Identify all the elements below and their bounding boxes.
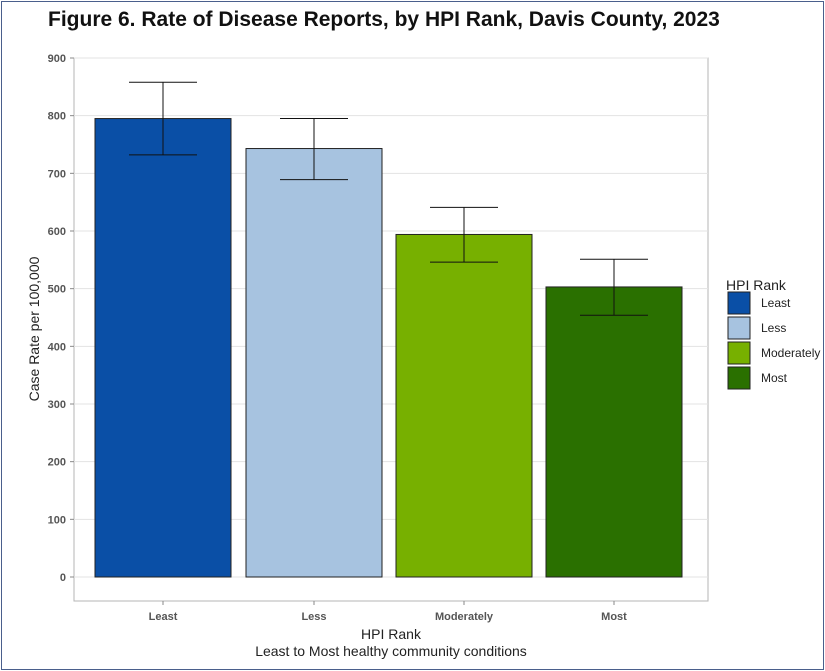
- legend-title: HPI Rank: [726, 277, 787, 293]
- y-tick-label-300: 300: [48, 399, 66, 411]
- x-tick-label-least: Least: [149, 611, 178, 623]
- legend-swatch-less: [727, 316, 751, 340]
- legend: HPI Rank Least Less Moderately Most: [726, 277, 820, 390]
- bar-most: [545, 286, 683, 578]
- y-tick-label-200: 200: [48, 457, 66, 469]
- y-axis-title: Case Rate per 100,000: [26, 256, 42, 401]
- bar-least: [94, 118, 232, 578]
- y-tick-label-900: 900: [48, 53, 66, 65]
- x-axis-subtitle: Least to Most healthy community conditio…: [255, 643, 527, 659]
- x-tick-label-most: Most: [601, 611, 627, 623]
- bars: [94, 118, 683, 578]
- y-tick-label-0: 0: [60, 572, 66, 584]
- y-tick-label-400: 400: [48, 341, 66, 353]
- legend-label-moderately: Moderately: [761, 346, 820, 360]
- x-tick-labels: Least Less Moderately Most: [149, 601, 627, 623]
- y-tick-label-800: 800: [48, 111, 66, 123]
- chart-title: Figure 6. Rate of Disease Reports, by HP…: [48, 8, 720, 31]
- legend-label-less: Less: [761, 321, 786, 335]
- x-tick-label-less: Less: [301, 611, 326, 623]
- legend-label-most: Most: [761, 371, 788, 385]
- y-tick-label-700: 700: [48, 168, 66, 180]
- x-tick-label-moderately: Moderately: [435, 611, 494, 623]
- y-tick-label-500: 500: [48, 284, 66, 296]
- x-axis-title: HPI Rank: [361, 626, 422, 642]
- legend-swatch-moderately: [727, 341, 751, 365]
- legend-label-least: Least: [761, 296, 791, 310]
- y-tick-label-100: 100: [48, 514, 66, 526]
- bar-moderately: [395, 233, 533, 578]
- legend-swatch-most: [727, 366, 751, 390]
- bar-less: [245, 148, 383, 578]
- error-bars: [129, 81, 648, 316]
- y-tick-labels: 0 100 200 300 400 500 600 700 800 900: [48, 53, 66, 584]
- legend-swatch-least: [727, 291, 751, 315]
- y-tick-label-600: 600: [48, 226, 66, 238]
